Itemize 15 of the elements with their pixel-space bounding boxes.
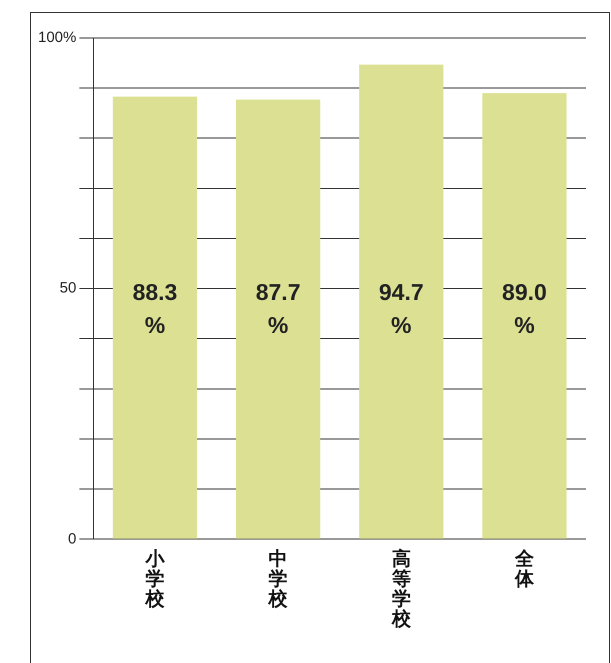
- x-tick-label: 小学校: [144, 548, 166, 610]
- data-label: 88.3%: [132, 278, 178, 338]
- y-tick-label: 100%: [38, 29, 76, 46]
- data-label: 94.7%: [378, 278, 424, 338]
- x-tick-label: 中学校: [268, 548, 289, 610]
- x-tick-label: 全体: [514, 548, 535, 590]
- bar: [236, 100, 320, 539]
- bar: [112, 96, 198, 539]
- y-tick-label: 0: [68, 530, 76, 548]
- y-tick-label: 50: [60, 280, 76, 297]
- bar: [482, 93, 567, 539]
- bar: [359, 64, 444, 539]
- data-label: 87.7%: [256, 278, 300, 338]
- data-label: 89.0%: [502, 278, 547, 338]
- x-tick-label: 高等学校: [390, 548, 412, 630]
